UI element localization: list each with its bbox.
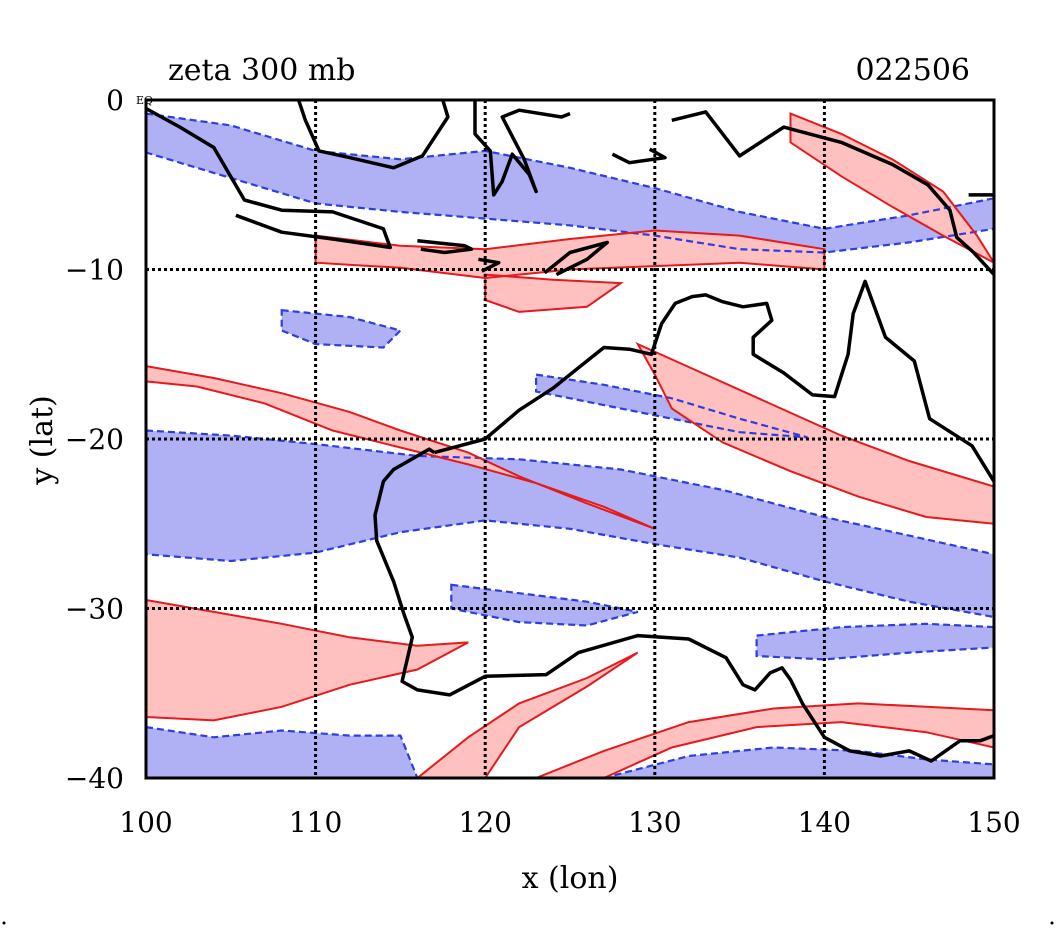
negative-band-fill-7 [756,623,994,660]
positive-contour-4 [535,702,994,778]
negative-band-fill-3 [146,113,994,253]
positive-band-fill-4 [536,703,994,778]
positive-contour-2 [146,598,469,722]
x-axis-ticks: 100 110 120 130 140 150 [119,806,1020,839]
corner-mark-bottom-right [1050,921,1054,925]
y-tick-label-m20: −20 [65,423,124,456]
positive-band-fill-6 [790,113,994,263]
negative-contour-1 [146,725,419,778]
x-tick-label-110: 110 [289,806,342,839]
x-axis-label: x (lon) [522,861,619,896]
plot-frame [144,98,996,780]
positive-band-fill-2 [146,600,469,721]
x-tick-label-100: 100 [119,806,172,839]
y-axis-ticks: 0 −10 −20 −30 −40 [65,84,124,795]
corner-mark-bottom-left [2,921,6,925]
gridlines [146,100,994,778]
negative-vorticity-fills [146,113,994,778]
negative-contour-7 [755,622,994,661]
y-tick-label-0: 0 [106,84,124,117]
coastlines [146,100,994,763]
coastline-7 [473,100,571,197]
coastline-2 [146,106,392,250]
positive-contour-0 [146,365,656,530]
y-axis-label: y (lat) [25,395,60,485]
negative-contour-0 [146,429,994,619]
positive-band-fill-7 [485,274,621,312]
negative-contour-4 [280,308,403,349]
coastline-4 [478,257,501,273]
coastline-10 [611,147,667,165]
negative-contour-5 [535,373,808,439]
positive-contour-1 [635,341,994,525]
y-tick-label-m40: −40 [65,762,124,795]
negative-band-fill-0 [146,430,994,617]
equator-label: EQ [136,94,153,107]
coastline-3 [417,238,474,255]
coastline-1 [373,447,994,763]
negative-band-fill-1 [146,727,418,778]
chart-title-right: 022506 [855,53,970,88]
negative-contour-3 [146,112,994,254]
negative-band-fill-6 [451,584,638,626]
x-tick-label-120: 120 [458,806,511,839]
positive-band-fill-1 [637,344,994,524]
y-tick-label-m10: −10 [65,254,124,287]
negative-contour-6 [450,583,639,627]
negative-band-fill-4 [281,310,401,348]
coastline-5 [543,240,610,277]
coastline-6 [296,100,450,170]
positive-contour-6 [789,112,994,264]
plot-area [146,100,994,778]
x-tick-label-140: 140 [798,806,851,839]
positive-band-fill-3 [417,652,638,778]
y-tick-label-m30: −30 [65,593,124,626]
coastline-0 [433,279,994,483]
x-tick-label-130: 130 [628,806,681,839]
coastline-8 [671,110,994,276]
chart-title-left: zeta 300 mb [168,53,356,88]
x-tick-label-150: 150 [967,806,1020,839]
